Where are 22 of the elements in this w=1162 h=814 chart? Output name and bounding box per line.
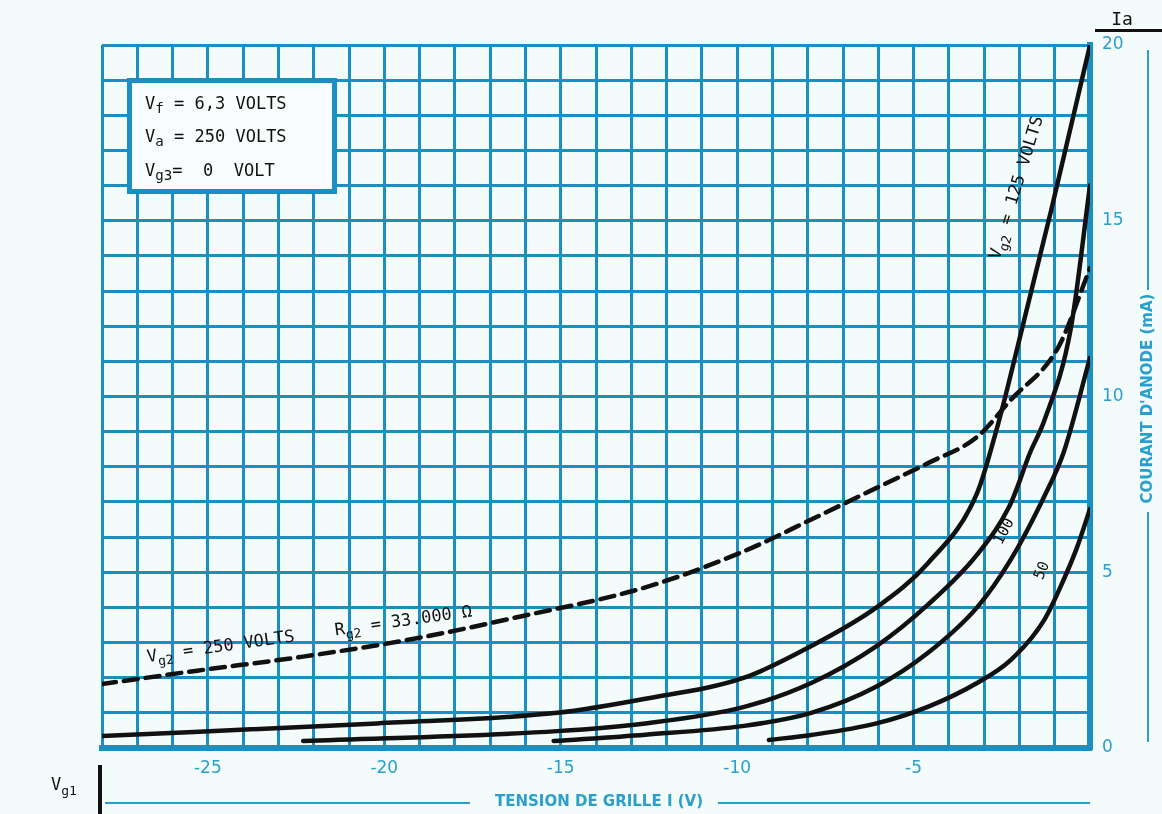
line-series xyxy=(766,506,1090,743)
y-tick-label: 15 xyxy=(1102,209,1124,230)
x-tick-label: -15 xyxy=(546,756,575,777)
annotation: V$_{g3}$= 0 VOLT xyxy=(145,158,276,186)
x-tick-label: -5 xyxy=(905,756,923,777)
y-axis-title: COURANT D'ANODE (mA) xyxy=(1137,293,1156,504)
text: Vg2 = 250 VOLTS Rg2 = 33.000 Ω xyxy=(145,600,474,669)
y-tick-label: 20 xyxy=(1102,33,1124,54)
annotation: V$_{f}$ = 6,3 VOLTS xyxy=(145,92,288,119)
y-tick-label: 10 xyxy=(1102,384,1124,405)
text: Ia xyxy=(1111,8,1133,29)
annotation: V$_{a}$ = 250 VOLTS xyxy=(145,125,288,152)
text: 50 xyxy=(1029,558,1053,583)
x-tick-label: -10 xyxy=(723,756,752,777)
x-axis-title: TENSION DE GRILLE I (V) xyxy=(494,791,704,810)
text: Vg2 = 125 VOLTS xyxy=(984,113,1047,262)
x-tick-label: -25 xyxy=(193,756,222,777)
y-tick-label: 0 xyxy=(1102,736,1113,757)
line-series xyxy=(551,355,1090,744)
x-tick-label: -20 xyxy=(370,756,399,777)
y-tick-label: 5 xyxy=(1102,560,1113,581)
note-box: V$_{f}$ = 6,3 VOLTS V$_{a}$ = 250 VOLTS V$_{g3}$= 0 VOLT xyxy=(127,78,337,194)
